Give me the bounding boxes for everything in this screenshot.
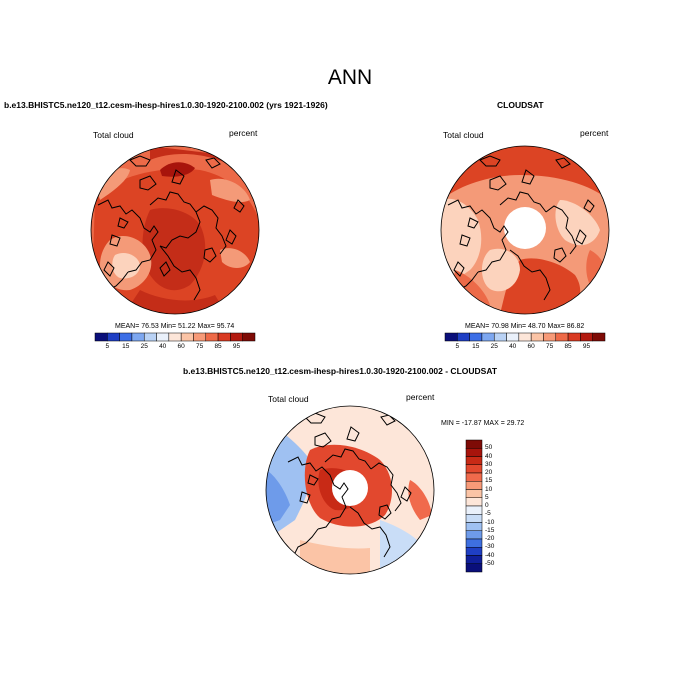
colorbar-tick-label: -10 bbox=[485, 518, 495, 526]
panel-1-units-label: percent bbox=[229, 128, 258, 138]
colorbar-swatch bbox=[465, 448, 483, 457]
colorbar-tick-label: 30 bbox=[485, 460, 493, 468]
panel-2-units-label: percent bbox=[580, 128, 609, 138]
colorbar-tick-label: 5 bbox=[485, 493, 489, 501]
colorbar-tick-label: -20 bbox=[485, 535, 495, 542]
colorbar-tick-label: 40 bbox=[509, 343, 517, 350]
panel-1-colorbar bbox=[94, 332, 256, 342]
panel-2-map bbox=[440, 145, 610, 315]
colorbar-swatch bbox=[217, 332, 231, 342]
colorbar-swatch bbox=[555, 332, 569, 342]
colorbar-swatch bbox=[107, 332, 120, 342]
colorbar-swatch bbox=[465, 464, 483, 474]
panel-2-variable-label: Total cloud bbox=[443, 130, 484, 140]
colorbar-tick-label: -15 bbox=[485, 526, 495, 534]
colorbar-tick-label: 50 bbox=[485, 444, 493, 452]
colorbar-swatch bbox=[481, 332, 495, 342]
colorbar-swatch bbox=[465, 472, 483, 482]
colorbar-tick-label: 10 bbox=[485, 485, 493, 493]
colorbar-swatch bbox=[193, 332, 207, 342]
colorbar-tick-label: 95 bbox=[582, 343, 591, 350]
colorbar-tick-label: -30 bbox=[485, 543, 495, 551]
figure-title: ANN bbox=[327, 66, 373, 89]
colorbar-tick-label: 15 bbox=[122, 343, 130, 350]
colorbar-swatch bbox=[457, 332, 470, 342]
colorbar-tick-label: 20 bbox=[485, 469, 493, 476]
panel-3-title: b.e13.BHISTC5.ne120_t12.cesm-ihesp-hires… bbox=[183, 366, 498, 376]
colorbar-swatch bbox=[493, 332, 507, 342]
colorbar-swatch bbox=[465, 530, 483, 540]
colorbar-tick-label: 40 bbox=[159, 343, 167, 350]
colorbar-swatch bbox=[465, 555, 483, 564]
colorbar-tick-label: 60 bbox=[527, 343, 535, 350]
colorbar-tick-label: -50 bbox=[485, 559, 495, 567]
colorbar-swatch bbox=[143, 332, 157, 342]
panel-3-variable-label: Total cloud bbox=[268, 394, 309, 404]
colorbar-swatch bbox=[465, 481, 483, 490]
colorbar-tick-label: 85 bbox=[214, 343, 222, 350]
panel-1-title: b.e13.BHISTC5.ne120_t12.cesm-ihesp-hires… bbox=[4, 100, 328, 110]
colorbar-swatch bbox=[94, 332, 108, 342]
colorbar-swatch bbox=[168, 332, 182, 342]
colorbar-swatch bbox=[242, 332, 256, 342]
panel-3-colorbar bbox=[465, 439, 483, 573]
colorbar-tick-label: 0 bbox=[485, 502, 489, 509]
colorbar-swatch bbox=[205, 332, 219, 342]
colorbar-swatch bbox=[465, 456, 483, 465]
colorbar-swatch bbox=[230, 332, 243, 342]
colorbar-tick-label: 60 bbox=[177, 343, 185, 350]
panel-3-stats: MIN = -17.87 MAX = 29.72 bbox=[441, 420, 525, 427]
colorbar-swatch bbox=[465, 439, 483, 449]
colorbar-tick-label: 75 bbox=[195, 343, 204, 350]
colorbar-swatch bbox=[465, 489, 483, 498]
colorbar-swatch bbox=[465, 563, 483, 573]
colorbar-swatch bbox=[580, 332, 593, 342]
colorbar-swatch bbox=[518, 332, 532, 342]
colorbar-tick-label: -5 bbox=[485, 510, 491, 518]
colorbar-swatch bbox=[530, 332, 544, 342]
colorbar-swatch bbox=[465, 547, 483, 556]
colorbar-tick-label: 5 bbox=[105, 343, 110, 350]
colorbar-tick-label: 25 bbox=[140, 343, 148, 350]
colorbar-swatch bbox=[567, 332, 581, 342]
colorbar-swatch bbox=[444, 332, 458, 342]
colorbar-swatch bbox=[465, 514, 483, 523]
colorbar-tick-label: 85 bbox=[564, 343, 572, 350]
colorbar-tick-label: 15 bbox=[472, 343, 480, 350]
panel-2-colorbar bbox=[444, 332, 606, 342]
colorbar-swatch bbox=[543, 332, 557, 342]
colorbar-tick-label: 40 bbox=[485, 452, 493, 460]
panel-1-stats: MEAN= 76.53 Min= 51.22 Max= 95.74 bbox=[115, 323, 235, 330]
panel-3-units-label: percent bbox=[406, 392, 435, 402]
colorbar-swatch bbox=[592, 332, 606, 342]
colorbar-tick-label: 75 bbox=[545, 343, 554, 350]
colorbar-tick-label: 15 bbox=[485, 477, 493, 485]
colorbar-tick-label: 5 bbox=[455, 343, 460, 350]
panel-2-stats: MEAN= 70.98 Min= 48.70 Max= 86.82 bbox=[465, 323, 585, 330]
panel-1-variable-label: Total cloud bbox=[93, 130, 134, 140]
colorbar-swatch bbox=[119, 332, 133, 342]
colorbar-swatch bbox=[465, 522, 483, 531]
colorbar-swatch bbox=[156, 332, 170, 342]
colorbar-tick-label: -40 bbox=[485, 551, 495, 559]
panel-3-map bbox=[265, 405, 435, 575]
colorbar-swatch bbox=[469, 332, 483, 342]
colorbar-swatch bbox=[506, 332, 520, 342]
panel-1-map bbox=[90, 145, 260, 315]
colorbar-swatch bbox=[131, 332, 145, 342]
colorbar-tick-label: 25 bbox=[490, 343, 498, 350]
colorbar-tick-label: 95 bbox=[232, 343, 241, 350]
panel-2-title: CLOUDSAT bbox=[497, 100, 544, 110]
colorbar-swatch bbox=[465, 505, 483, 515]
colorbar-swatch bbox=[465, 497, 483, 507]
colorbar-swatch bbox=[465, 538, 483, 548]
colorbar-swatch bbox=[180, 332, 194, 342]
